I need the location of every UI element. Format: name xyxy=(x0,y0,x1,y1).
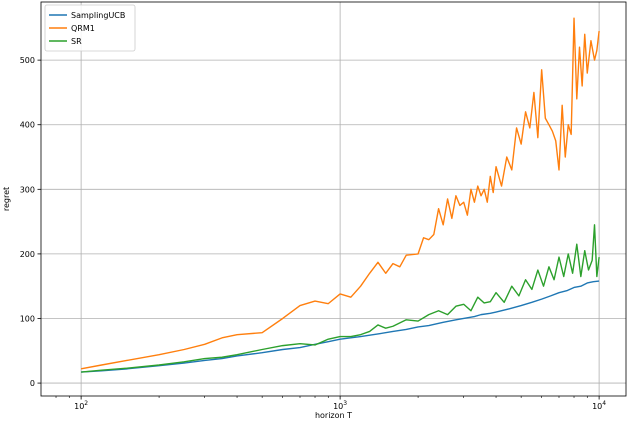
legend: SamplingUCB QRM1 SR xyxy=(44,4,136,52)
legend-label-samplingucb: SamplingUCB xyxy=(71,11,125,20)
y-axis-label: regret xyxy=(2,187,11,211)
y-tick-label: 0 xyxy=(30,379,35,388)
legend-label-qrm1: QRM1 xyxy=(71,24,95,33)
x-tick-label: 104 xyxy=(592,400,606,411)
y-tick-label: 100 xyxy=(20,314,35,323)
plot-frame xyxy=(40,1,627,397)
legend-label-sr: SR xyxy=(71,37,82,46)
ticks: 102 103 104 0 100 200 300 400 500 xyxy=(20,56,607,411)
y-tick-label: 300 xyxy=(20,185,35,194)
series-line-qrm1 xyxy=(80,17,600,370)
x-axis-label: horizon T xyxy=(315,411,352,420)
grid xyxy=(41,2,626,396)
series-layer xyxy=(80,17,600,373)
series-line-sr xyxy=(81,224,600,373)
y-tick-label: 200 xyxy=(20,250,35,259)
legend-box xyxy=(44,4,136,52)
x-tick-label: 103 xyxy=(333,400,347,411)
y-tick-label: 400 xyxy=(20,121,35,130)
x-tick-label: 102 xyxy=(74,400,88,411)
series-line-samplingucb xyxy=(81,280,600,373)
y-tick-label: 500 xyxy=(20,56,35,65)
